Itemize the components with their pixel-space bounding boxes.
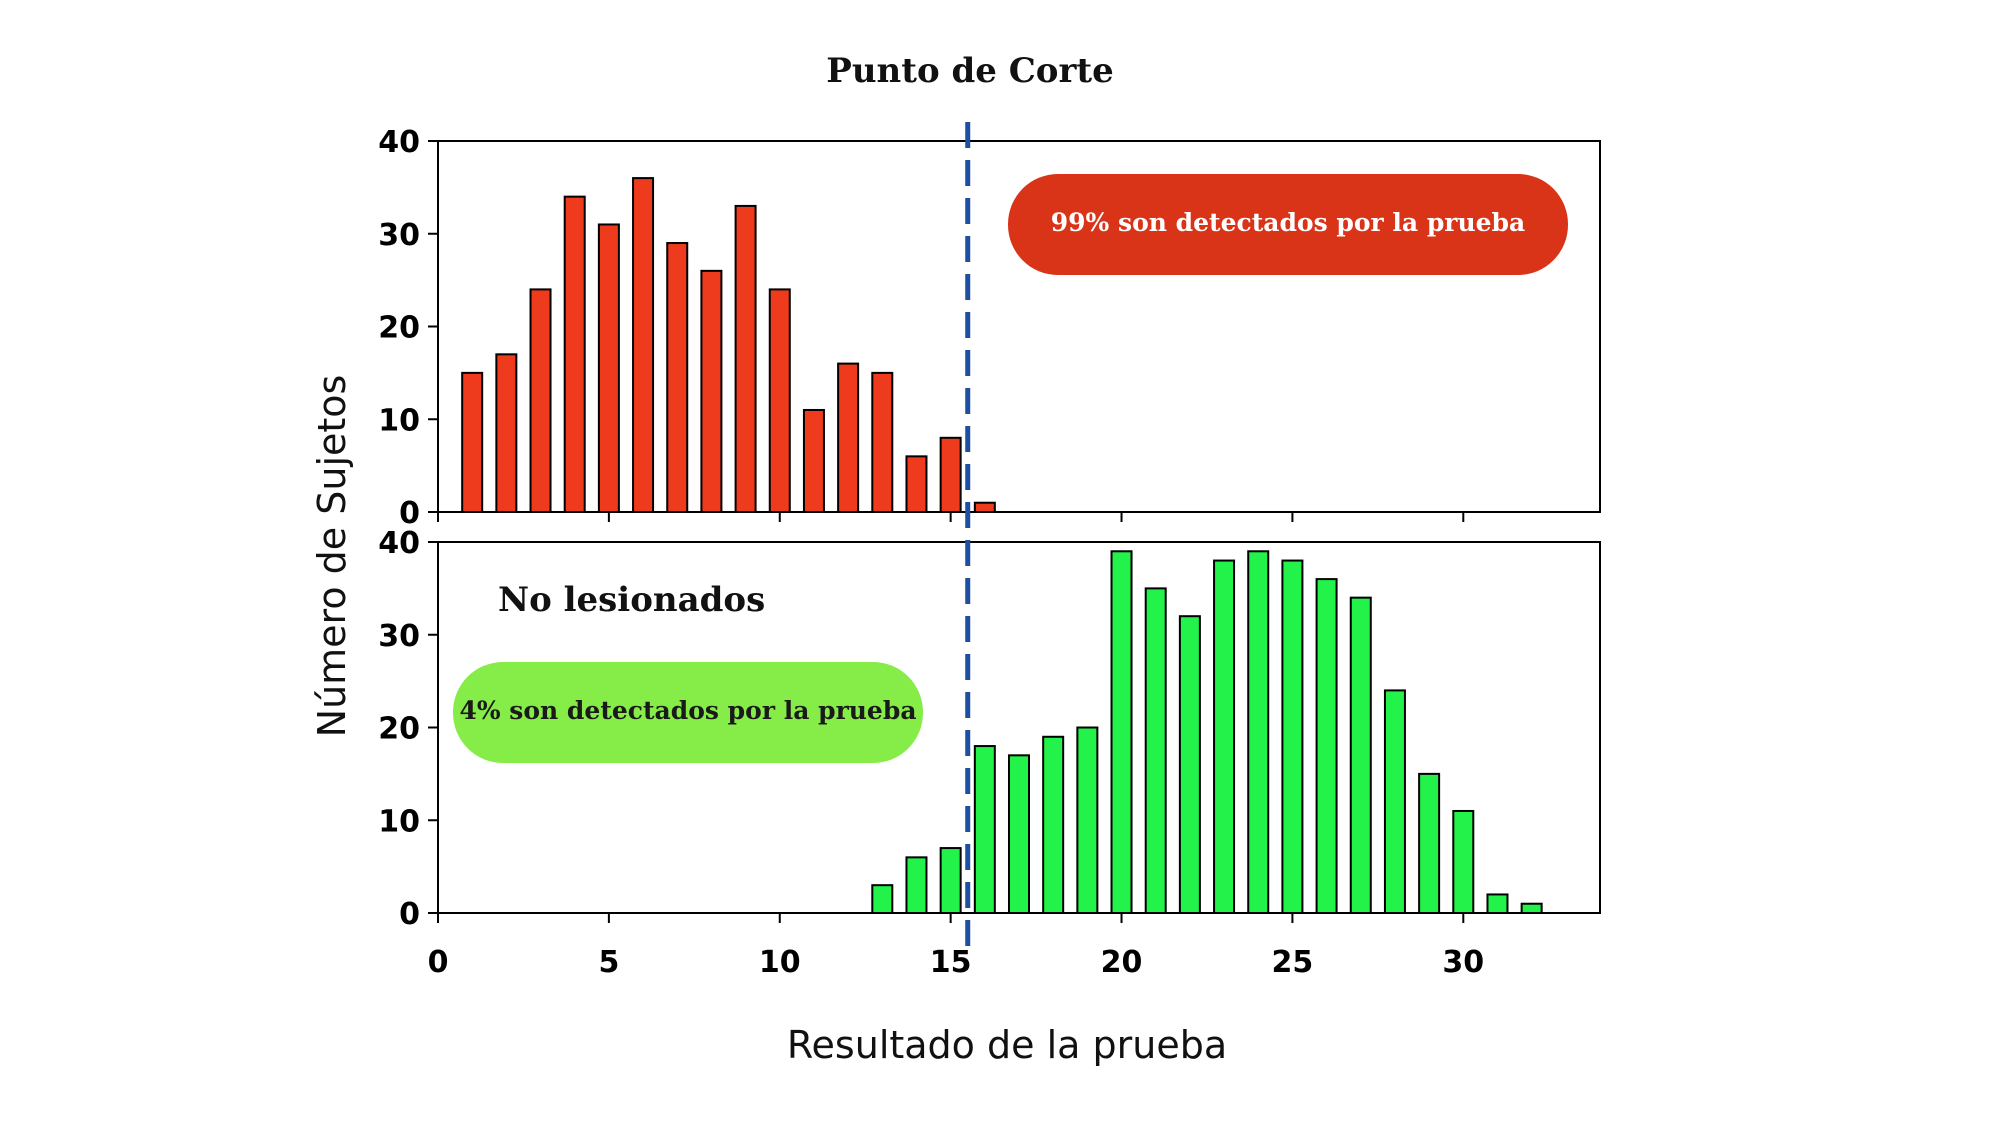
- top-bar: [939, 436, 962, 513]
- bottom-bar: [1520, 902, 1543, 914]
- top-bar: [529, 288, 552, 513]
- top-bar: [563, 195, 586, 513]
- bottom-bar: [1486, 893, 1509, 915]
- bottom-y-tick-label: 30: [378, 619, 420, 654]
- x-tick-label: 5: [598, 945, 619, 980]
- top-detection-text: 99% son detectados por la prueba: [1051, 208, 1525, 237]
- bottom-panel-bars: [871, 550, 1543, 915]
- x-tick-label: 10: [759, 945, 801, 980]
- top-y-tick-label: 40: [378, 125, 420, 160]
- x-tick-label: 30: [1442, 945, 1484, 980]
- bottom-bar: [1281, 559, 1304, 914]
- top-bar: [837, 362, 860, 513]
- bottom-y-tick-label: 20: [378, 712, 420, 747]
- top-bar: [734, 204, 757, 514]
- bottom-bar: [1247, 550, 1270, 915]
- top-y-tick-label: 10: [378, 403, 420, 438]
- x-tick-label: 20: [1101, 945, 1143, 980]
- bottom-bar: [1452, 809, 1475, 914]
- x-tick-label: 0: [428, 945, 449, 980]
- bottom-bar: [939, 847, 962, 915]
- top-bar: [461, 371, 484, 513]
- bottom-y-tick-label: 40: [378, 526, 420, 561]
- bottom-bar: [905, 856, 928, 914]
- top-bar: [905, 455, 928, 514]
- bottom-y-tick-label: 10: [378, 804, 420, 839]
- bottom-bar: [1349, 596, 1372, 915]
- bottom-bar: [1042, 735, 1065, 915]
- top-bar: [666, 242, 689, 513]
- bottom-bar: [1178, 615, 1201, 914]
- group-label-uninjured: No lesionados: [498, 580, 765, 620]
- bottom-bar: [1144, 587, 1167, 914]
- top-bar: [495, 353, 518, 514]
- x-tick-label: 15: [930, 945, 972, 980]
- top-y-tick-label: 0: [399, 496, 420, 531]
- bottom-bar: [1315, 578, 1338, 914]
- x-axis-label: Resultado de la prueba: [787, 1023, 1227, 1067]
- top-y-tick-label: 20: [378, 311, 420, 346]
- top-bar: [700, 269, 723, 513]
- top-bar: [871, 371, 894, 513]
- top-bar: [768, 288, 791, 513]
- bottom-detection-pill: [453, 662, 923, 763]
- bottom-y-tick-label: 0: [399, 897, 420, 932]
- bottom-bar: [1383, 689, 1406, 915]
- top-bar: [597, 223, 620, 513]
- bottom-bar: [871, 884, 894, 914]
- top-bar: [973, 501, 996, 514]
- bottom-bar: [1418, 772, 1441, 914]
- top-y-tick-label: 30: [378, 218, 420, 253]
- bottom-bar: [1213, 559, 1236, 914]
- top-detection-pill: [1008, 174, 1568, 275]
- bottom-detection-text: 4% son detectados por la prueba: [459, 696, 916, 725]
- bottom-bar: [1008, 754, 1030, 915]
- bottom-bar: [1110, 550, 1133, 915]
- x-tick-label: 25: [1272, 945, 1314, 980]
- top-bar: [802, 408, 825, 514]
- top-bar: [632, 177, 655, 513]
- bottom-bar: [1076, 726, 1099, 914]
- bottom-bar: [973, 745, 996, 914]
- y-axis-label: Número de Sujetos: [310, 375, 354, 738]
- cutoff-label: Punto de Corte: [826, 51, 1113, 91]
- top-panel-bars: [461, 177, 996, 514]
